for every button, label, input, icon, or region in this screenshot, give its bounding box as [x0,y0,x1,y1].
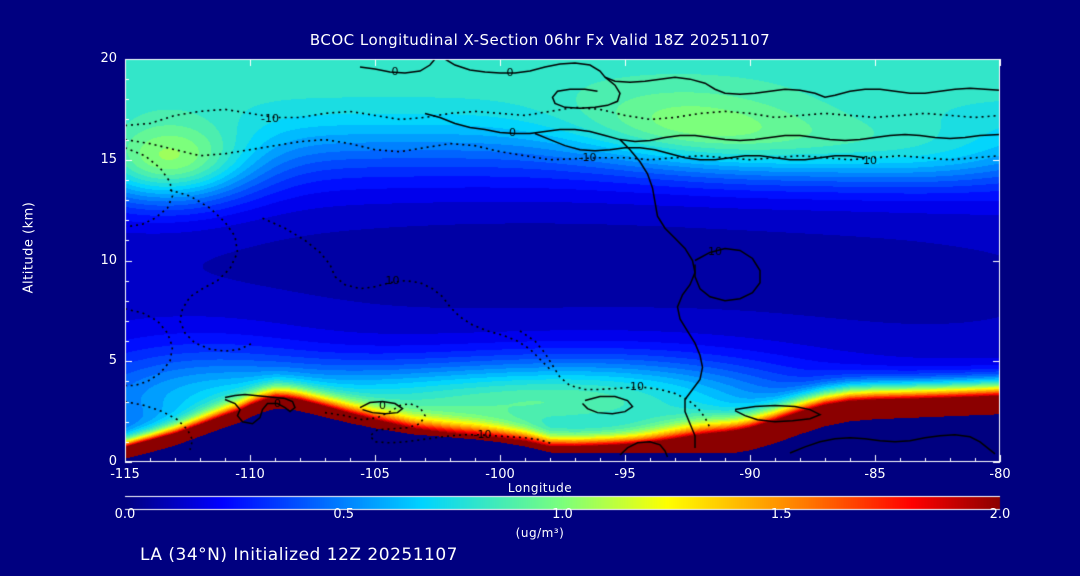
y-tick-label: 15 [100,151,117,167]
y-tick-label: 10 [100,252,117,268]
x-tick-label: -95 [614,467,636,482]
x-tick-label: -115 [110,467,140,482]
y-axis-label: Altitude (km) [21,201,37,294]
chart-title: BCOC Longitudinal X-Section 06hr Fx Vali… [309,31,771,49]
x-tick-label: -80 [989,467,1011,482]
colorbar-tick-label: 0.0 [114,507,136,522]
colorbar-tick-label: 0.5 [333,507,355,522]
colorbar-tick-label: 1.0 [552,507,573,522]
figure-caption: LA (34°N) Initialized 12Z 20251107 [140,545,458,565]
x-tick-label: -100 [485,467,515,482]
colorbar-tick-label: 1.5 [770,507,792,522]
colorbar-units-label: (ug/m³) [515,526,565,540]
y-tick-label: 20 [100,51,117,66]
x-axis-label: Longitude [507,481,573,495]
x-tick-label: -90 [739,467,761,482]
colorbar-tick-label: 2.0 [989,507,1011,522]
x-tick-label: -105 [360,467,390,482]
x-tick-label: -85 [864,467,886,482]
y-tick-label: 0 [108,454,117,469]
x-tick-label: -110 [235,467,265,482]
y-tick-label: 5 [108,353,117,369]
